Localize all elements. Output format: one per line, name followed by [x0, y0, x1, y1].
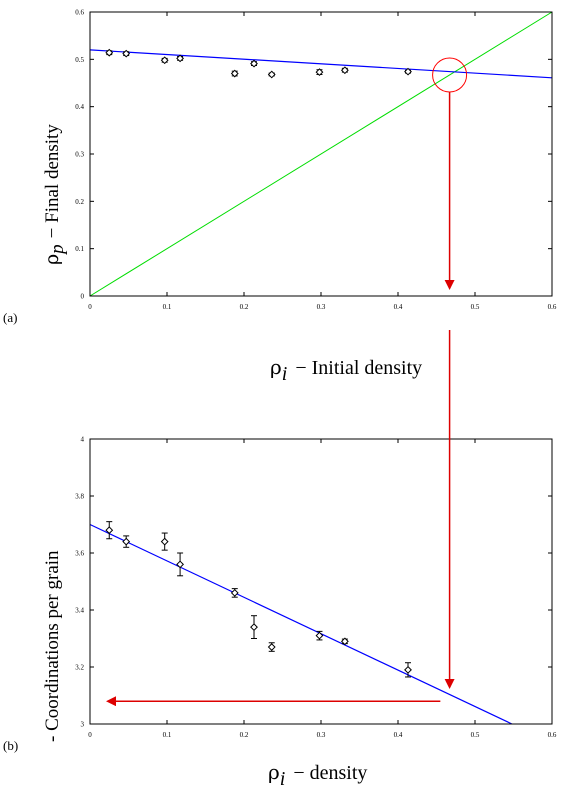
panel-a-data-point: [105, 48, 114, 57]
panel-a-ylabel: ρp − Final density: [41, 124, 68, 265]
panel-b-data-point: [176, 560, 184, 569]
panel-a-ytick-label: 0.3: [75, 151, 84, 159]
panel-b-xlabel: ρi − density: [268, 760, 367, 790]
panel-b-xlabel-text: − density: [293, 762, 367, 784]
panel-b-xlabel-sub: i: [280, 768, 286, 790]
panel-a-data-point: [404, 67, 412, 76]
panel-b-xtick-label: 0: [88, 731, 92, 739]
panel-a-ytick-label: 0.4: [75, 103, 84, 111]
panel-a-ylabel-sub: p: [47, 244, 68, 256]
panel-a-xlabel-sub: i: [282, 363, 288, 385]
panel-a-ytick-label: 0.6: [75, 9, 84, 17]
panel-b-data-point: [250, 623, 258, 632]
panel-b-fit-line: [89, 523, 513, 725]
panel-a-data-point: [176, 54, 184, 63]
panel-b-ytick-label: 3: [81, 721, 85, 729]
panel-b-ytick-label: 4: [81, 436, 85, 444]
panel-a-ytick-label: 0: [81, 293, 85, 301]
identity-line: [89, 11, 553, 297]
panel-a: 0 0.1 0.2 0.3 0.4 0.5 0.6 0 0.1 0.2 0.3 0.4 0.5 0.6 (…: [3, 9, 557, 326]
panel-a-ytick-label: 0.2: [75, 198, 84, 206]
panel-b-xtick-label: 0.4: [394, 731, 403, 739]
panel-a-xtick-label: 0.1: [163, 303, 172, 311]
panel-b-frame: [89, 438, 553, 725]
panel-b: 0 0.1 0.2 0.3 0.4 0.5 0.6 3 3.2 3.4 3.6 3.8 4 (b) - …: [3, 436, 557, 754]
panel-a-data-point: [267, 70, 276, 79]
panel-b-ticks: 0 0.1 0.2 0.3 0.4 0.5 0.6 3 3.2 3.4 3.6 3.8 4: [75, 436, 557, 740]
panel-a-ytick-label: 0.5: [75, 56, 84, 64]
panel-a-xlabel-text: − Initial density: [295, 357, 422, 379]
panel-a-data-point: [315, 68, 324, 77]
panel-a-ticks: 0 0.1 0.2 0.3 0.4 0.5 0.6 0 0.1 0.2 0.3 0.4 0.5 0.6: [75, 9, 557, 312]
panel-a-xtick-label: 0.5: [471, 303, 480, 311]
panel-b-xtick-label: 0.6: [548, 731, 557, 739]
panel-b-data-point: [230, 588, 239, 597]
panel-a-xtick-label: 0.2: [240, 303, 249, 311]
panel-a-data-point: [122, 49, 131, 58]
panel-b-data-point: [267, 643, 276, 651]
panel-a-xtick-label: 0.6: [548, 303, 557, 311]
panel-a-xlabel: ρi − Initial density: [270, 355, 422, 385]
panel-a-ylabel-symbol: ρ: [41, 254, 63, 265]
panel-a-data-point: [250, 59, 258, 68]
panel-b-ylabel: - Coordinations per grain: [42, 550, 63, 742]
panel-a-data-point: [340, 66, 349, 75]
panel-b-xlabel-symbol: ρ: [268, 760, 280, 784]
panel-a-marks: [89, 11, 553, 297]
panel-b-ytick-label: 3.6: [75, 550, 84, 558]
panel-b-data-point: [122, 537, 131, 546]
panel-a-label: (a): [3, 310, 17, 325]
panel-b-data-point: [315, 631, 324, 640]
panel-a-ytick-label: 0.1: [75, 245, 84, 253]
panel-a-data-point: [230, 69, 239, 78]
panel-b-data-point: [340, 637, 349, 646]
panel-b-label: (b): [3, 738, 18, 753]
panel-b-xtick-label: 0.5: [471, 731, 480, 739]
panel-b-marks: [89, 521, 513, 725]
annotation-arrows: [106, 91, 455, 707]
panel-a-xtick-label: 0: [88, 303, 92, 311]
panel-b-ytick-label: 3.8: [75, 493, 84, 501]
panel-b-ytick-label: 3.2: [75, 664, 84, 672]
panel-a-ylabel-text: − Final density: [42, 124, 63, 239]
panel-b-ytick-label: 3.4: [75, 607, 84, 615]
panel-a-fit-line: [89, 49, 553, 79]
panel-b-xtick-label: 0.3: [317, 731, 326, 739]
panel-b-data-point: [404, 665, 412, 674]
panel-a-xtick-label: 0.3: [317, 303, 326, 311]
panel-b-xtick-label: 0.2: [240, 731, 249, 739]
panel-a-xtick-label: 0.4: [394, 303, 403, 311]
panel-b-xtick-label: 0.1: [163, 731, 172, 739]
panel-a-data-point: [160, 56, 169, 65]
panel-b-data-point: [160, 537, 169, 546]
panel-a-xlabel-symbol: ρ: [270, 355, 282, 379]
panel-b-data-point: [105, 526, 114, 535]
